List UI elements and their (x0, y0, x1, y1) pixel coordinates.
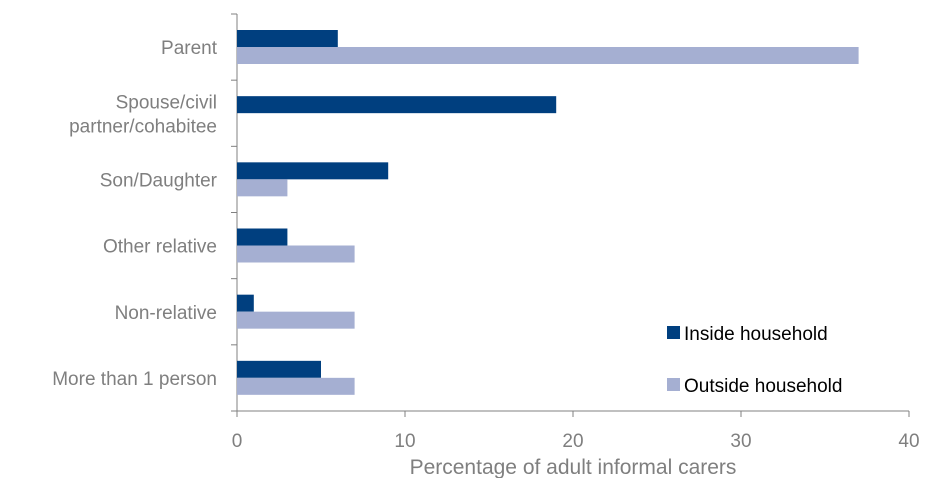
category-label: More than 1 person (52, 369, 217, 390)
bar-inside-household (237, 30, 338, 47)
bar-inside-household (237, 228, 288, 246)
legend-swatch (667, 326, 680, 339)
category-labels: Parent Spouse/civil partner/cohabitee Son/D… (52, 38, 217, 390)
x-tick-label: 10 (394, 431, 415, 452)
bar-inside-household (237, 360, 321, 378)
chart-bars (237, 30, 859, 395)
legend-label: Outside household (684, 376, 842, 397)
category-label: Non-relative (115, 303, 217, 324)
bar-outside-household (237, 377, 355, 395)
bar-inside-household (237, 162, 389, 180)
category-label: Other relative (103, 237, 217, 258)
x-tick-labels: 0 10 20 30 40 (232, 431, 920, 452)
bar-inside-household (237, 96, 557, 114)
bar-outside-household (237, 47, 859, 64)
category-label: partner/cohabitee (69, 116, 217, 137)
legend-swatch (667, 378, 680, 391)
x-tick-label: 40 (898, 431, 919, 452)
x-tick-label: 0 (232, 431, 243, 452)
category-label: Parent (161, 38, 218, 59)
category-label: Spouse/civil (116, 92, 217, 113)
x-axis-label: Percentage of adult informal carers (410, 456, 737, 478)
bar-outside-household (237, 311, 355, 329)
x-tick-label: 20 (562, 431, 583, 452)
category-label: Son/Daughter (100, 170, 218, 191)
x-tick-label: 30 (730, 431, 751, 452)
bar-outside-household (237, 245, 355, 263)
bar-outside-household (237, 179, 288, 197)
bar-inside-household (237, 294, 254, 312)
legend: Inside household Outside household (667, 324, 842, 397)
legend-label: Inside household (684, 324, 828, 345)
chart-axes (231, 13, 910, 417)
